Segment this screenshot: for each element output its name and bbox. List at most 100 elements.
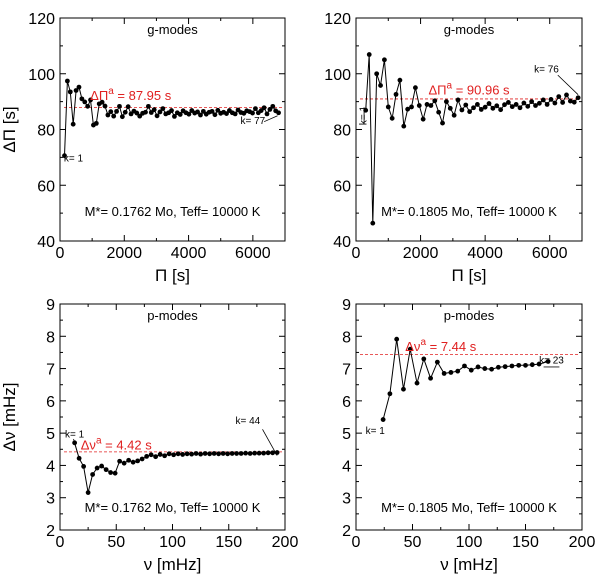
data-point <box>261 105 267 111</box>
data-point <box>73 88 79 93</box>
x-tick-label: 2000 <box>403 245 439 262</box>
data-point <box>220 451 226 456</box>
data-point <box>70 121 76 127</box>
data-point <box>517 105 523 111</box>
data-point <box>198 112 203 118</box>
data-point <box>436 109 442 115</box>
x-tick-label: 50 <box>107 534 125 551</box>
y-tick-label: 60 <box>37 178 55 195</box>
data-point <box>212 112 218 118</box>
annotation-label: k= 1 <box>64 154 84 165</box>
data-point <box>409 104 414 110</box>
annotation-arrow <box>557 74 579 96</box>
data-point <box>502 102 507 108</box>
data-point <box>193 451 199 456</box>
annotation-arrow <box>73 438 76 443</box>
data-point <box>521 100 527 106</box>
data-point <box>495 364 501 370</box>
data-point <box>387 391 393 397</box>
data-point <box>134 110 140 116</box>
data-point <box>382 57 387 63</box>
data-point <box>270 450 276 456</box>
data-point <box>494 103 500 109</box>
data-point <box>482 104 488 110</box>
data-point <box>229 451 235 456</box>
data-point <box>243 450 249 456</box>
data-point <box>536 361 542 367</box>
data-point <box>64 78 70 84</box>
data-point <box>144 453 150 459</box>
y-tick-label: 2 <box>46 523 55 540</box>
data-point <box>121 460 127 466</box>
data-point <box>88 97 93 103</box>
data-point <box>175 451 181 457</box>
data-point <box>99 463 105 469</box>
data-point <box>385 104 391 110</box>
y-tick-label: 100 <box>324 67 351 84</box>
chart-panel-b: 0 2000 4000 6000 40 60 80 100 120 Π [s] g-modes ΔΠa… <box>324 11 583 285</box>
data-point <box>471 105 476 111</box>
data-point <box>463 102 469 108</box>
data-point <box>103 467 109 473</box>
chart-panel-c: 0 50 100 150 200 2 3 4 5 6 7 8 9 ν [mHz] Δν [mHz] p-mod… <box>0 297 298 574</box>
x-axis-label: Π [s] <box>452 266 487 285</box>
x-tick-label: 100 <box>159 534 186 551</box>
data-point <box>428 375 433 381</box>
x-tick-label: 100 <box>456 534 483 551</box>
y-tick-label: 60 <box>333 178 351 195</box>
data-point <box>198 451 204 457</box>
data-point <box>414 380 420 386</box>
data-point <box>441 371 447 376</box>
annotation-label: k= 23 <box>539 356 564 367</box>
data-point <box>247 451 253 456</box>
x-axis-label: ν [mHz] <box>144 555 202 574</box>
y-tick-label: 8 <box>46 329 55 346</box>
y-tick-label: 40 <box>333 234 351 251</box>
data-point <box>444 99 449 105</box>
y-tick-label: 9 <box>342 297 351 314</box>
x-tick-label: 200 <box>272 534 299 551</box>
x-tick-label: 0 <box>352 245 361 262</box>
data-point <box>151 107 157 113</box>
parameter-label: M*= 0.1805 Mo, Teff= 10000 K <box>381 500 557 515</box>
y-axis-label: Δν [mHz] <box>0 383 19 452</box>
data-point <box>119 114 125 120</box>
data-point <box>529 99 535 105</box>
chart-panel-d: 0 50 100 150 200 2 3 4 5 6 7 8 9 ν [mHz] p-modes Δνa = … <box>342 297 595 574</box>
data-point <box>90 472 96 477</box>
data-point <box>94 465 100 471</box>
data-point <box>509 363 515 369</box>
data-point <box>416 103 422 108</box>
annotation-arrow <box>542 361 549 364</box>
data-point <box>265 450 271 456</box>
data-point <box>153 454 159 460</box>
data-point <box>102 103 108 109</box>
data-point <box>413 85 418 91</box>
data-point <box>516 362 522 368</box>
y-tick-label: 5 <box>46 426 55 443</box>
data-point <box>211 451 217 456</box>
y-tick-label: 80 <box>333 123 351 140</box>
data-point <box>157 109 163 115</box>
data-point <box>451 112 457 118</box>
data-point <box>552 100 558 106</box>
data-point <box>525 103 531 109</box>
panel-title: g-modes <box>444 22 495 37</box>
data-point <box>370 220 376 226</box>
data-point <box>252 450 258 456</box>
data-point <box>79 96 85 102</box>
data-point <box>455 97 461 103</box>
data-point <box>111 113 117 119</box>
annotation-label: k= 1 <box>65 429 85 440</box>
data-point <box>238 451 244 456</box>
data-point <box>82 99 88 105</box>
data-point <box>105 112 111 118</box>
data-point <box>529 362 535 368</box>
data-point <box>253 106 258 111</box>
x-tick-label: 4000 <box>467 245 503 262</box>
parameter-label: M*= 0.1805 Mo, Teff= 10000 K <box>381 204 557 219</box>
data-point <box>177 112 183 117</box>
annotation-label: k= 44 <box>236 416 261 427</box>
data-point <box>421 356 427 362</box>
